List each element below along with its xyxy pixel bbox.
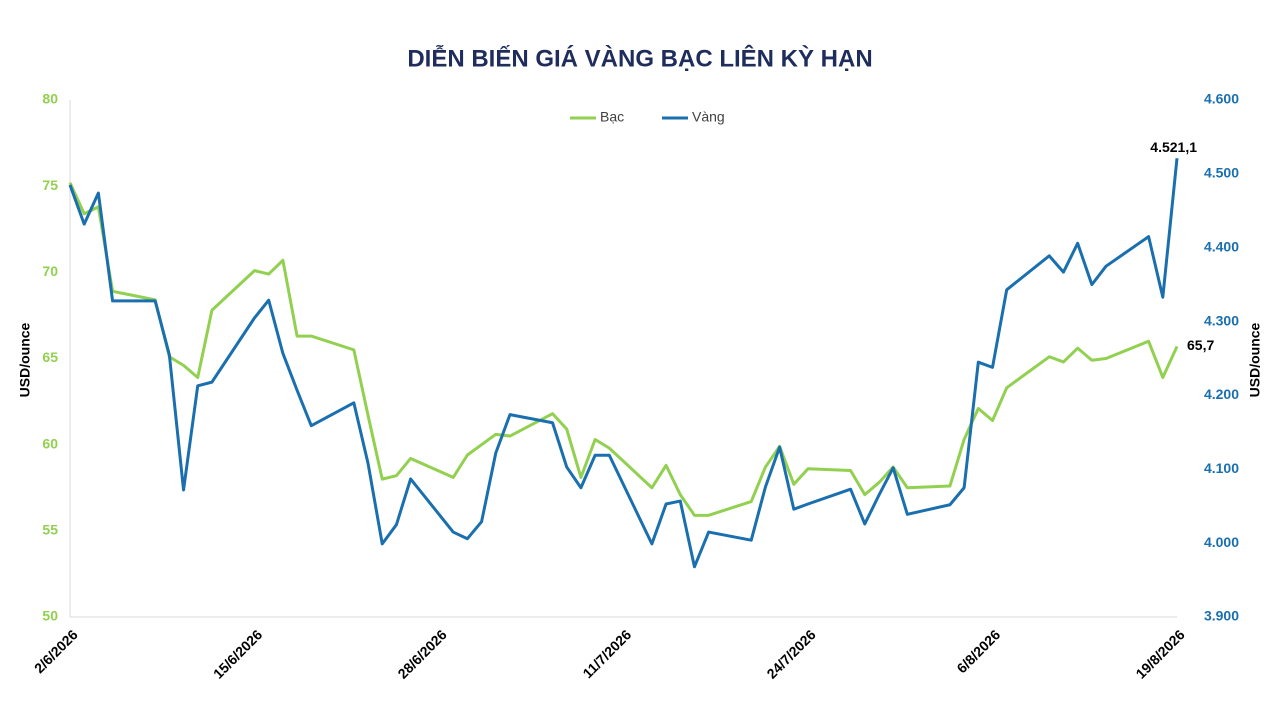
y-tick-label: 80 [42, 91, 58, 107]
x-tick-label: 6/8/2026 [953, 626, 1003, 676]
y2-tick-label: 4.000 [1204, 534, 1239, 550]
y2-tick-label: 4.300 [1204, 312, 1239, 328]
x-tick-label: 28/6/2026 [394, 626, 450, 682]
y2-tick-label: 4.600 [1204, 91, 1239, 107]
data-label: 65,7 [1187, 337, 1214, 353]
chart-title: DIỄN BIẾN GIÁ VÀNG BẠC LIÊN KỲ HẠN [407, 43, 872, 72]
y-tick-label: 60 [42, 435, 58, 451]
y-tick-label: 70 [42, 263, 58, 279]
y2-tick-label: 4.500 [1204, 165, 1239, 181]
x-tick-label: 19/8/2026 [1132, 626, 1188, 682]
y2-tick-label: 4.400 [1204, 238, 1239, 254]
line-1 [68, 158, 1179, 569]
y-tick-label: 75 [42, 177, 58, 193]
legend-label: Bạc [600, 109, 624, 125]
y-tick-label: 50 [42, 608, 58, 624]
y-axis-title: USD/ounce [17, 322, 33, 397]
y-tick-label: 65 [42, 349, 58, 365]
y2-tick-label: 4.200 [1204, 386, 1239, 402]
x-tick-label: 15/6/2026 [210, 626, 266, 682]
data-label: 4.521,1 [1150, 139, 1197, 155]
x-tick-label: 11/7/2026 [579, 626, 634, 681]
x-tick-label: 2/6/2026 [31, 626, 81, 676]
y2-axis-title: USD/ounce [1247, 322, 1263, 397]
y-tick-label: 55 [42, 522, 58, 538]
x-tick-label: 24/7/2026 [763, 626, 819, 682]
legend-label: Vàng [692, 109, 725, 125]
y2-tick-label: 4.100 [1204, 460, 1239, 476]
y2-tick-label: 3.900 [1204, 608, 1239, 624]
line-0 [68, 182, 1179, 517]
